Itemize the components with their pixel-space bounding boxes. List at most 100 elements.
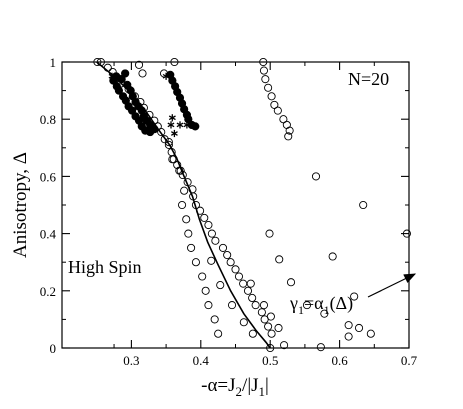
curve-label-arrow: [367, 273, 417, 298]
open-circle-point: [207, 256, 216, 265]
open-circle-point: [175, 166, 184, 175]
open-circle-point: [402, 229, 411, 238]
open-circle-point: [103, 63, 112, 72]
open-circle-point: [259, 57, 268, 67]
open-circle-point: [239, 279, 248, 288]
open-circle-point: [191, 258, 200, 267]
y-tick-label: 0.6: [40, 169, 57, 184]
x-tick-label: 0.5: [262, 353, 278, 368]
open-circle-point: [134, 60, 144, 69]
open-circle-point: [239, 318, 248, 327]
open-circle-point: [359, 200, 368, 210]
open-circle-point: [267, 329, 276, 338]
open-circle-point: [189, 192, 198, 201]
asterisk-point: [108, 72, 116, 80]
open-circle-point: [284, 132, 293, 141]
open-circle-point: [286, 278, 296, 287]
system-size-label: N=20: [348, 69, 389, 89]
open-circle-point: [246, 279, 255, 288]
open-circle-point: [211, 236, 220, 245]
open-circle-point: [264, 322, 273, 331]
open-circle-point: [201, 286, 210, 295]
filled-circle-point: [121, 69, 130, 78]
open-circle-point: [248, 329, 257, 338]
open-circle-point: [138, 69, 147, 78]
open-circle-point: [180, 186, 189, 195]
open-circle-point: [265, 229, 274, 238]
open-circle-point: [231, 265, 240, 274]
open-circle-point: [184, 229, 193, 238]
open-circle-point: [157, 128, 166, 137]
y-tick-label: 0.2: [40, 284, 56, 299]
asterisk-point: [168, 114, 176, 122]
curve-label-eq-sub: 1: [324, 303, 330, 317]
curve-label: γ1=α1(Δ): [289, 293, 353, 317]
tick-labels: 0.3 0.4 0.5 0.6 0.7 0 0.2 0.4 0.6 0.8 1: [40, 55, 418, 368]
open-circle-point: [226, 258, 235, 267]
open-circle-point: [248, 293, 257, 303]
curve-label-arg: (Δ): [330, 293, 354, 314]
open-circle-point: [164, 138, 173, 147]
open-circle-point: [280, 341, 289, 350]
asterisk-point: [115, 74, 123, 82]
asterisk-point: [188, 121, 196, 129]
filled-circle-point: [150, 125, 159, 134]
open-circle-point: [207, 229, 216, 238]
x-tick-label: 0.4: [193, 353, 210, 368]
x-axis-title-mid: /|J: [242, 375, 258, 396]
open-circle-point: [285, 126, 294, 135]
open-circle-point: [275, 255, 284, 264]
open-circle-point: [267, 92, 276, 101]
open-circle-point: [182, 215, 191, 224]
y-tick-label: 0.4: [40, 227, 57, 242]
curve-label-gamma: γ: [289, 293, 298, 313]
open-circle-point: [164, 140, 173, 149]
open-circle-point: [264, 83, 273, 92]
open-circle-point: [204, 220, 213, 230]
open-circle-point: [170, 57, 179, 67]
filled-circle-point: [114, 86, 124, 95]
open-circle-point: [243, 286, 253, 295]
open-circle-point: [204, 301, 213, 310]
open-circle-point: [227, 301, 237, 310]
open-circle-point: [168, 155, 177, 164]
open-circle-point: [257, 308, 266, 317]
open-circle-point: [196, 206, 205, 215]
x-axis-title: -α=J2/|J1|: [201, 375, 269, 399]
open-circle-point: [210, 315, 219, 324]
open-circle-point: [183, 178, 192, 187]
open-circle-point: [354, 323, 364, 333]
x-tick-label: 0.7: [401, 353, 418, 368]
open-circle-point: [279, 115, 288, 124]
open-circle-point: [320, 309, 329, 318]
open-circle-point: [328, 252, 337, 261]
open-circle-point: [187, 243, 196, 252]
x-axis-title-sub2: 1: [259, 384, 266, 399]
x-tick-label: 0.6: [331, 353, 348, 368]
open-circle-point: [274, 323, 283, 333]
y-axis-title: Anisotropy, Δ: [10, 152, 31, 258]
y-tick-label: 0: [50, 341, 57, 356]
open-circle-point: [259, 66, 269, 75]
x-axis-title-suffix: |: [265, 375, 269, 396]
open-circle-point: [200, 213, 209, 222]
open-circle-point: [216, 281, 225, 290]
open-circle-point: [191, 200, 200, 210]
asterisk-point: [167, 121, 175, 129]
open-circle-point: [302, 301, 312, 310]
data-points-layer: [93, 57, 411, 353]
x-axis-title-sub1: 2: [236, 384, 243, 399]
asterisk-point: [170, 129, 178, 138]
filled-circle-point: [191, 122, 200, 131]
open-circle-point: [93, 57, 102, 67]
open-circle-point: [316, 343, 325, 352]
y-tick-label: 1: [50, 55, 57, 70]
x-tick-label: 0.3: [123, 353, 139, 368]
curve-label-eq: =α: [304, 293, 324, 313]
open-circle-point: [178, 200, 187, 210]
asterisk-point: [162, 72, 170, 80]
open-circle-point: [366, 329, 375, 338]
asterisk-point: [176, 121, 184, 129]
open-circle-point: [198, 272, 207, 281]
